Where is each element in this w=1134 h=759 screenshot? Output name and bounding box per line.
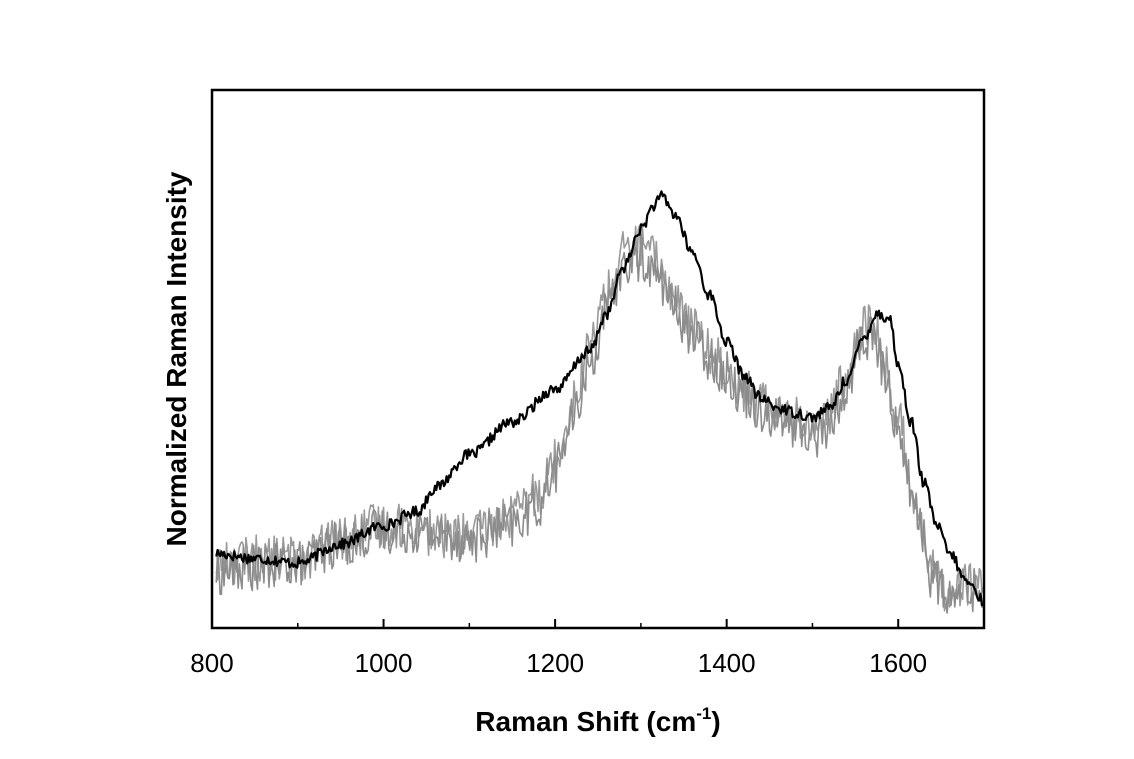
x-tick-label: 1000 <box>355 648 413 678</box>
x-tick-label: 1600 <box>869 648 927 678</box>
x-tick-label: 1200 <box>526 648 584 678</box>
y-axis-title: Normalized Raman Intensity <box>161 171 192 546</box>
series-line-0 <box>215 190 984 607</box>
x-ticks: 800 1000 1200 1400 1600 <box>190 619 927 678</box>
plot-frame <box>210 88 986 630</box>
series-layer <box>215 190 984 614</box>
x-tick-label: 1400 <box>698 648 756 678</box>
x-tick-label: 800 <box>190 648 233 678</box>
x-axis-title: Raman Shift (cm-1) <box>475 704 720 737</box>
series-line-1 <box>215 233 984 614</box>
